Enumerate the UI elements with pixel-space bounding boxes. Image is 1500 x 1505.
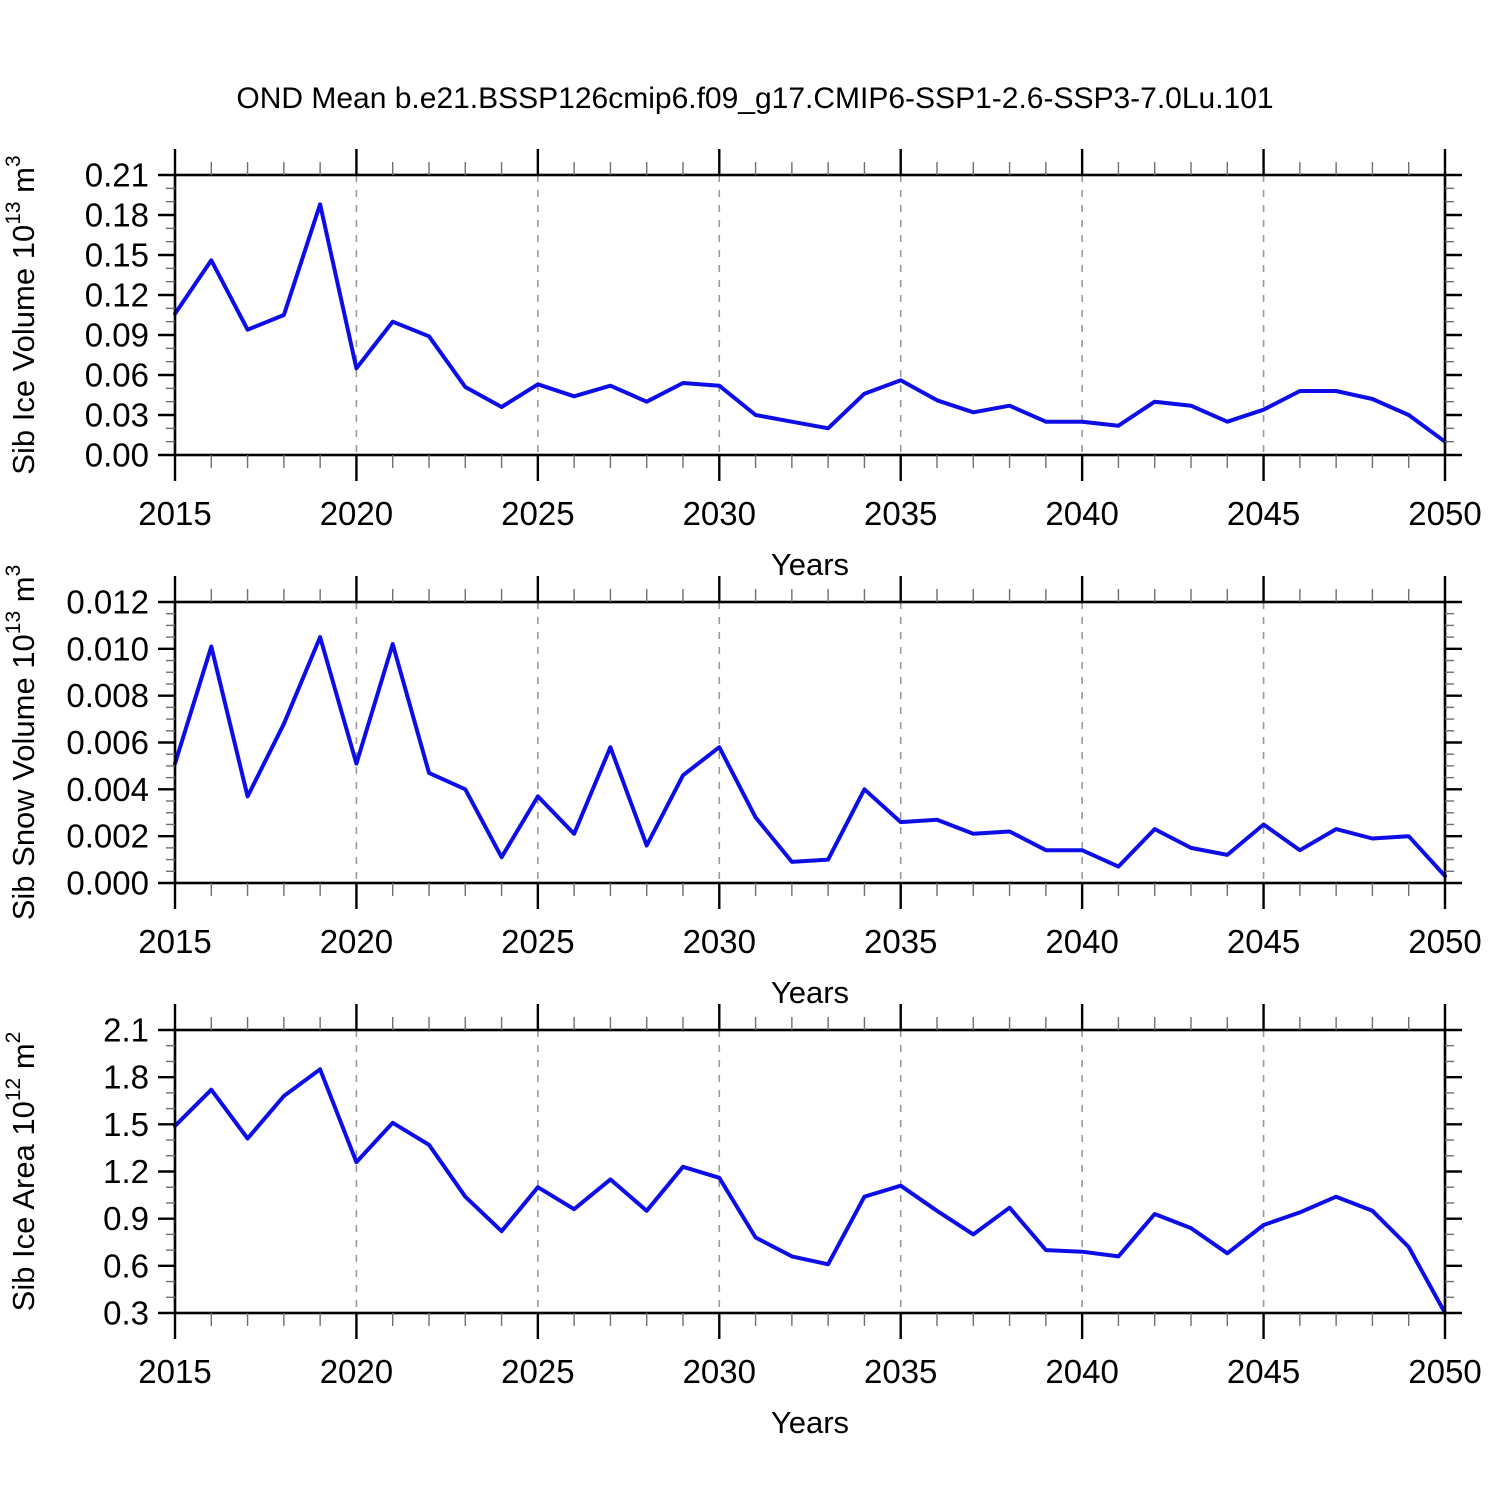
y-tick-label: 0.03	[85, 397, 149, 434]
y-tick-label: 0.3	[103, 1295, 149, 1332]
x-tick-label: 2020	[320, 923, 393, 960]
y-tick-label: 1.8	[103, 1059, 149, 1096]
x-tick-label: 2025	[501, 923, 574, 960]
x-tick-label: 2045	[1227, 923, 1300, 960]
x-axis-title: Years	[771, 975, 849, 1010]
y-tick-label: 0.008	[66, 677, 149, 714]
x-tick-label: 2030	[683, 1353, 756, 1390]
x-tick-label: 2025	[501, 1353, 574, 1390]
x-tick-label: 2045	[1227, 1353, 1300, 1390]
x-axis-title: Years	[771, 547, 849, 582]
data-line	[173, 202, 1447, 444]
panels-group: 2015 2020 2025 2030 2035 2040 2045 2050 0.000.03…	[2, 149, 1482, 1440]
panel-2: 2015 2020 2025 2030 2035 2040 2045 2050 0.000 0.0…	[2, 565, 1482, 1010]
x-tick-label: 2035	[864, 495, 937, 532]
y-tick-label: 0.004	[66, 771, 149, 808]
data-line	[173, 635, 1447, 878]
x-tick-label: 2050	[1408, 1353, 1481, 1390]
x-tick-label: 2050	[1408, 495, 1481, 532]
y-tick-label: 0.012	[66, 584, 149, 621]
y-tick-label: 0.09	[85, 317, 149, 354]
x-tick-label: 2050	[1408, 923, 1481, 960]
y-tick-label: 0.06	[85, 357, 149, 394]
y-tick-label: 0.002	[66, 818, 149, 855]
y-tick-label: 0.12	[85, 277, 149, 314]
x-tick-label: 2030	[683, 923, 756, 960]
data-line	[173, 1067, 1447, 1315]
x-tick-label: 2020	[320, 1353, 393, 1390]
y-tick-label: 1.2	[103, 1153, 149, 1190]
y-tick-label: 0.21	[85, 157, 149, 194]
x-axis-title: Years	[771, 1405, 849, 1440]
x-tick-label: 2040	[1045, 923, 1118, 960]
x-tick-label: 2025	[501, 495, 574, 532]
y-tick-label: 0.6	[103, 1247, 149, 1284]
plot-box	[173, 600, 1447, 885]
panel-3: 2015 2020 2025 2030 2035 2040 2045 2050 0.3 0.6 0.…	[2, 1004, 1482, 1440]
y-tick-label: 0.000	[66, 865, 149, 902]
y-tick-label: 0.00	[85, 437, 149, 474]
x-tick-label: 2040	[1045, 495, 1118, 532]
x-tick-label: 2030	[683, 495, 756, 532]
y-tick-label: 1.5	[103, 1106, 149, 1143]
x-tick-label: 2035	[864, 1353, 937, 1390]
y-axis-title: Sib Snow Volume 1013 m3	[2, 565, 41, 921]
y-tick-label: 0.9	[103, 1200, 149, 1237]
x-tick-label: 2015	[138, 495, 211, 532]
panel-1: 2015 2020 2025 2030 2035 2040 2045 2050 0.000.03…	[2, 149, 1482, 582]
x-tick-label: 2040	[1045, 1353, 1118, 1390]
y-axis-title: Sib Ice Area 1012 m2	[2, 1032, 41, 1312]
y-tick-label: 0.010	[66, 630, 149, 667]
x-tick-label: 2015	[138, 1353, 211, 1390]
plot-box	[173, 1028, 1447, 1315]
y-axis-title: Sib Ice Volume 1013 m3	[2, 155, 41, 474]
figure-title: OND Mean b.e21.BSSP126cmip6.f09_g17.CMIP…	[236, 82, 1273, 115]
y-tick-label: 2.1	[103, 1012, 149, 1049]
y-tick-label: 0.006	[66, 724, 149, 761]
y-tick-label: 0.18	[85, 197, 149, 234]
x-tick-label: 2045	[1227, 495, 1300, 532]
y-tick-label: 0.15	[85, 237, 149, 274]
x-tick-label: 2020	[320, 495, 393, 532]
plot-box	[173, 173, 1447, 457]
x-tick-label: 2015	[138, 923, 211, 960]
x-tick-label: 2035	[864, 923, 937, 960]
